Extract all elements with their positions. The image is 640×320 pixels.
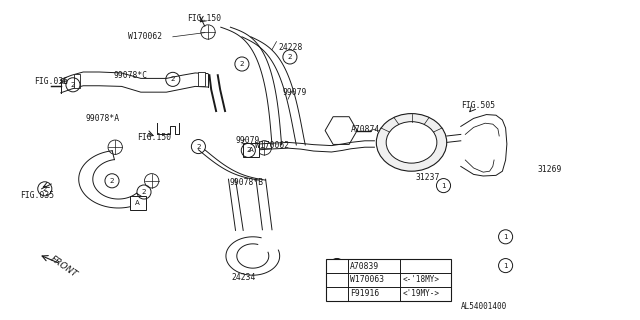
Ellipse shape: [386, 122, 437, 163]
Text: 99078*C: 99078*C: [114, 71, 148, 80]
Bar: [243, 142, 259, 157]
Text: FIG.150: FIG.150: [138, 133, 172, 142]
Text: <-'18MY>: <-'18MY>: [403, 276, 440, 284]
Text: W170063: W170063: [350, 276, 384, 284]
Text: A70874: A70874: [351, 125, 380, 134]
Text: FIG.150: FIG.150: [187, 14, 221, 23]
Bar: [198, 72, 205, 86]
Text: 2: 2: [170, 76, 175, 82]
Text: FIG.036: FIG.036: [34, 77, 68, 86]
Ellipse shape: [376, 114, 447, 171]
Text: 99079: 99079: [236, 136, 260, 145]
Text: 2: 2: [335, 277, 339, 283]
Text: 99078*A: 99078*A: [86, 114, 120, 123]
Text: 2: 2: [42, 186, 47, 192]
Text: <'19MY->: <'19MY->: [403, 289, 440, 298]
Text: 31237: 31237: [416, 173, 440, 182]
Text: 2: 2: [239, 61, 244, 67]
Text: 1: 1: [503, 263, 508, 268]
Bar: [74, 74, 80, 88]
Text: 1: 1: [503, 234, 508, 240]
Bar: [326, 259, 451, 301]
Text: 2: 2: [141, 189, 147, 195]
Text: 99079: 99079: [283, 88, 307, 97]
Text: 2: 2: [196, 144, 201, 149]
Text: 2: 2: [109, 178, 115, 184]
Text: 99078*B: 99078*B: [229, 178, 263, 187]
Text: W170062: W170062: [128, 32, 162, 41]
Bar: [129, 196, 146, 211]
Text: 2: 2: [246, 148, 251, 153]
Text: FIG.035: FIG.035: [20, 191, 54, 200]
Text: A: A: [135, 200, 140, 206]
Text: 24234: 24234: [232, 273, 256, 282]
Text: A: A: [248, 147, 253, 153]
Text: A70839: A70839: [350, 262, 380, 271]
Text: 31269: 31269: [538, 165, 562, 174]
Text: 2: 2: [287, 54, 292, 60]
Text: 2: 2: [70, 82, 76, 88]
Text: F91916: F91916: [350, 289, 380, 298]
Text: AL54001400: AL54001400: [461, 302, 507, 311]
Text: FIG.505: FIG.505: [461, 101, 495, 110]
Text: W170062: W170062: [255, 141, 289, 150]
Text: FRONT: FRONT: [49, 255, 79, 280]
Text: 24228: 24228: [278, 43, 303, 52]
Text: 1: 1: [335, 263, 339, 269]
Text: 1: 1: [441, 183, 446, 188]
